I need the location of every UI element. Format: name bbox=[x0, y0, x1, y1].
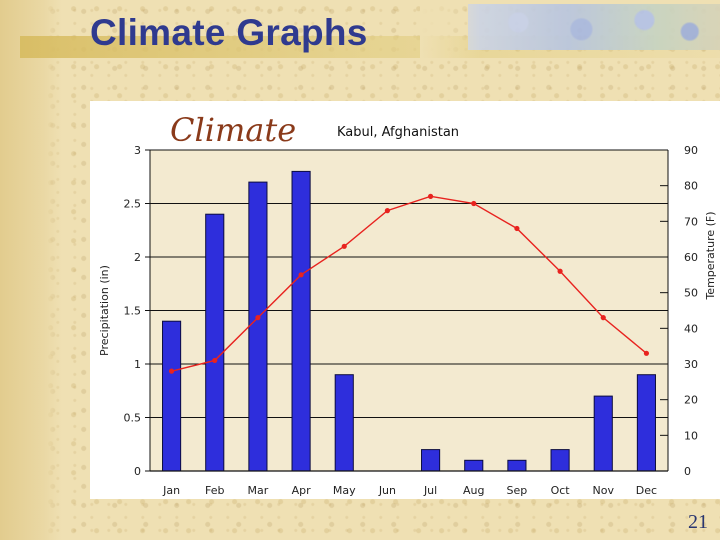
x-tick-label: Oct bbox=[551, 484, 571, 497]
precipitation-bar-jan bbox=[162, 320, 182, 472]
temperature-point-may bbox=[341, 243, 347, 249]
slide-title: Climate Graphs bbox=[90, 12, 368, 53]
flower-banner-image bbox=[468, 4, 720, 50]
y-tick-label-left: 1.5 bbox=[124, 305, 142, 318]
y-tick-label-right: 60 bbox=[684, 251, 698, 264]
precipitation-bar-mar bbox=[248, 181, 268, 472]
precipitation-bar-may bbox=[334, 374, 354, 472]
y-tick-label-right: 90 bbox=[684, 144, 698, 157]
x-tick-label: Jul bbox=[423, 484, 437, 497]
banner-fade bbox=[420, 0, 480, 60]
temperature-point-aug bbox=[471, 200, 477, 207]
temperature-point-mar bbox=[255, 315, 261, 321]
x-tick-label: Jan bbox=[162, 484, 180, 497]
x-tick-label: Feb bbox=[205, 484, 224, 497]
y-axis-label-right: Temperature (F) bbox=[704, 211, 717, 300]
temperature-point-jul bbox=[427, 193, 434, 199]
y-tick-label-right: 0 bbox=[684, 465, 691, 478]
y-tick-label-right: 50 bbox=[684, 287, 698, 300]
temperature-line bbox=[168, 193, 650, 374]
y-tick-label-left: 2.5 bbox=[124, 198, 142, 211]
y-tick-label-right: 80 bbox=[684, 180, 698, 193]
y-tick-label-right: 30 bbox=[684, 358, 698, 371]
precipitation-bar-jul bbox=[421, 449, 441, 472]
x-tick-label: Mar bbox=[248, 484, 269, 497]
y-tick-label-left: 0.5 bbox=[124, 412, 142, 425]
x-tick-label: Aug bbox=[463, 484, 484, 497]
precipitation-bar-sep bbox=[507, 459, 527, 472]
precipitation-bar-aug bbox=[464, 459, 484, 472]
x-tick-label: May bbox=[333, 484, 356, 497]
x-tick-label: Jun bbox=[378, 484, 396, 497]
temperature-point-jan bbox=[168, 368, 175, 374]
precipitation-bar-oct bbox=[550, 449, 570, 472]
temperature-point-oct bbox=[557, 268, 563, 274]
climate-chart: Climate Kabul, Afghanistan 0 0.5 1 1.5 2 2.5 3… bbox=[90, 101, 720, 499]
left-texture-strip bbox=[0, 0, 62, 540]
page-number: 21 bbox=[688, 511, 708, 533]
x-tick-label: Nov bbox=[593, 484, 615, 497]
climate-chart-svg: Climate Kabul, Afghanistan 0 0.5 1 1.5 2 2.5 3… bbox=[98, 111, 717, 497]
y-tick-label-right: 20 bbox=[684, 394, 698, 407]
temperature-polyline bbox=[171, 195, 647, 372]
temperature-point-feb bbox=[212, 357, 218, 364]
precipitation-bar-dec bbox=[636, 374, 656, 472]
temperature-point-nov bbox=[600, 315, 606, 321]
y-tick-label-left: 2 bbox=[134, 251, 141, 264]
y-tick-label-right: 70 bbox=[684, 215, 698, 228]
y-tick-label-left: 1 bbox=[134, 358, 141, 371]
precipitation-bar-apr bbox=[291, 170, 311, 472]
temperature-point-dec bbox=[643, 350, 650, 356]
y-tick-label-right: 10 bbox=[684, 429, 698, 442]
y-tick-label-left: 0 bbox=[134, 465, 141, 478]
temperature-point-jun bbox=[384, 208, 391, 214]
x-tick-label: Dec bbox=[636, 484, 657, 497]
chart-title: Climate bbox=[170, 111, 296, 149]
x-tick-label: Apr bbox=[292, 484, 312, 497]
y-tick-label-left: 3 bbox=[134, 144, 141, 157]
y-tick-label-right: 40 bbox=[684, 322, 698, 335]
precipitation-bar-nov bbox=[593, 395, 613, 472]
precipitation-bars bbox=[162, 170, 656, 472]
temperature-point-apr bbox=[298, 272, 304, 278]
precipitation-bar-feb bbox=[205, 213, 225, 472]
temperature-point-sep bbox=[514, 225, 520, 232]
x-tick-label: Sep bbox=[507, 484, 528, 497]
chart-subtitle: Kabul, Afghanistan bbox=[337, 125, 459, 140]
y-axis-label-left: Precipitation (in) bbox=[98, 265, 111, 356]
